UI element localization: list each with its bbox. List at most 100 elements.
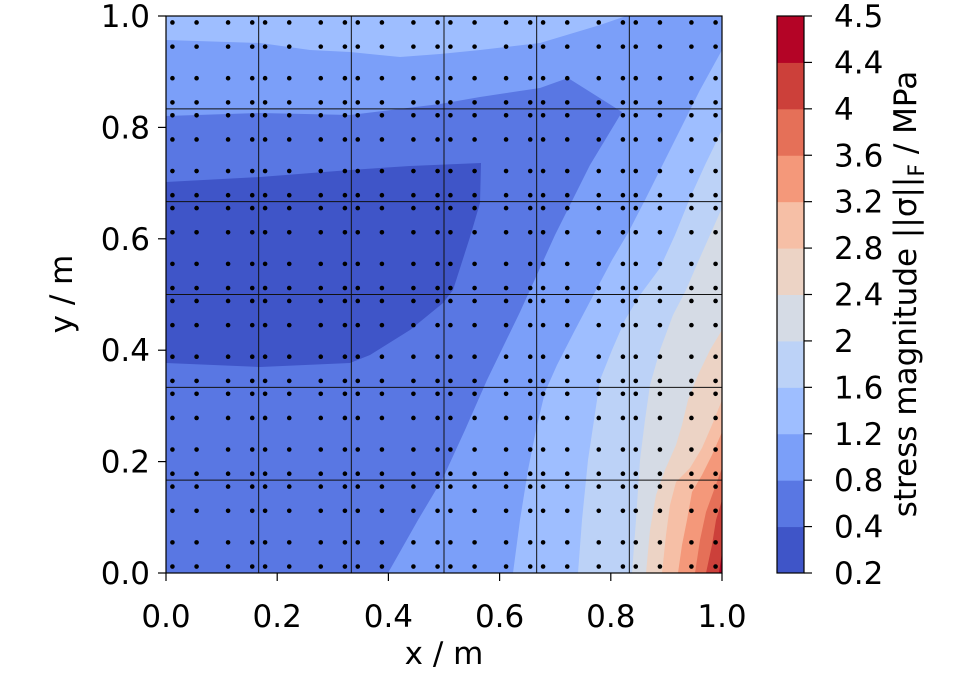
- quadrature-point: [379, 378, 385, 384]
- quadrature-point: [249, 471, 255, 477]
- quadrature-point: [170, 285, 175, 291]
- colorbar-band: [777, 526, 804, 574]
- quadrature-point: [527, 205, 533, 211]
- quadrature-point: [379, 168, 385, 174]
- quadrature-point: [472, 168, 477, 174]
- quadrature-point: [318, 354, 324, 359]
- quadrature-point: [170, 415, 175, 421]
- quadrature-point: [225, 192, 231, 198]
- quadrature-point: [527, 447, 533, 452]
- quadrature-point: [318, 112, 324, 118]
- quadrature-point: [355, 44, 361, 49]
- quadrature-point: [472, 285, 477, 291]
- quadrature-point: [564, 447, 570, 452]
- quadrature-point: [249, 484, 255, 489]
- quadrature-point: [355, 100, 361, 105]
- quadrature-point: [249, 192, 255, 198]
- quadrature-point: [596, 391, 602, 397]
- quadrature-point: [262, 447, 268, 452]
- quadrature-point: [596, 112, 602, 118]
- quadrature-point: [657, 540, 663, 545]
- quadrature-point: [689, 447, 694, 452]
- quadrature-point: [435, 192, 440, 198]
- quadrature-point: [620, 230, 626, 235]
- colorbar-tick-label: 4.4: [834, 45, 883, 81]
- quadrature-point: [342, 540, 348, 545]
- quadrature-point: [262, 100, 268, 105]
- quadrature-point: [249, 540, 255, 545]
- quadrature-point: [286, 261, 292, 267]
- quadrature-point: [596, 44, 602, 49]
- colorbar-tick-label: 2: [834, 324, 854, 360]
- quadrature-point: [540, 205, 546, 211]
- quadrature-point: [194, 415, 199, 421]
- quadrature-point: [527, 484, 533, 489]
- quadrature-point: [540, 137, 546, 142]
- quadrature-point: [633, 75, 639, 81]
- quadrature-point: [262, 168, 268, 174]
- quadrature-point: [503, 100, 509, 105]
- quadrature-point: [620, 447, 626, 452]
- quadrature-point: [540, 192, 546, 198]
- quadrature-point: [503, 391, 509, 397]
- colorbar-tick-label: 0.2: [834, 556, 883, 592]
- quadrature-point: [633, 378, 639, 384]
- quadrature-point: [342, 378, 348, 384]
- quadrature-point: [564, 378, 570, 384]
- quadrature-point: [411, 230, 416, 235]
- quadrature-point: [503, 447, 509, 452]
- quadrature-point: [689, 230, 694, 235]
- quadrature-point: [448, 75, 453, 81]
- quadrature-point: [620, 112, 626, 118]
- quadrature-point: [194, 298, 199, 304]
- quadrature-point: [379, 137, 385, 142]
- quadrature-point: [633, 471, 639, 477]
- quadrature-point: [713, 391, 718, 397]
- quadrature-point: [411, 20, 416, 25]
- quadrature-point: [355, 20, 361, 25]
- quadrature-point: [633, 192, 639, 198]
- contour-region: [706, 500, 722, 573]
- colorbar-band: [777, 155, 804, 203]
- quadrature-point: [620, 540, 626, 545]
- quadrature-point: [262, 322, 268, 328]
- quadrature-point: [527, 75, 533, 81]
- quadrature-point: [286, 471, 292, 477]
- quadrature-point: [503, 285, 509, 291]
- quadrature-point: [657, 564, 663, 569]
- quadrature-point: [713, 378, 718, 384]
- quadrature-point: [596, 192, 602, 198]
- quadrature-point: [564, 298, 570, 304]
- quadrature-point: [472, 137, 477, 142]
- quadrature-point: [342, 322, 348, 328]
- quadrature-point: [689, 20, 694, 25]
- quadrature-point: [564, 415, 570, 421]
- quadrature-point: [448, 168, 453, 174]
- quadrature-point: [689, 378, 694, 384]
- quadrature-point: [411, 540, 416, 545]
- quadrature-point: [170, 354, 175, 359]
- quadrature-point: [448, 298, 453, 304]
- quadrature-point: [249, 378, 255, 384]
- quadrature-point: [713, 112, 718, 118]
- quadrature-point: [448, 415, 453, 421]
- quadrature-point: [657, 168, 663, 174]
- quadrature-point: [564, 75, 570, 81]
- quadrature-point: [448, 391, 453, 397]
- quadrature-point: [379, 415, 385, 421]
- quadrature-point: [435, 75, 440, 81]
- quadrature-point: [527, 44, 533, 49]
- quadrature-point: [355, 415, 361, 421]
- quadrature-point: [657, 298, 663, 304]
- quadrature-point: [318, 415, 324, 421]
- quadrature-point: [564, 192, 570, 198]
- quadrature-point: [633, 354, 639, 359]
- quadrature-point: [657, 192, 663, 198]
- quadrature-point: [342, 298, 348, 304]
- quadrature-point: [225, 484, 231, 489]
- quadrature-point: [355, 261, 361, 267]
- quadrature-point: [435, 168, 440, 174]
- quadrature-point: [596, 75, 602, 81]
- quadrature-point: [596, 354, 602, 359]
- quadrature-point: [713, 471, 718, 477]
